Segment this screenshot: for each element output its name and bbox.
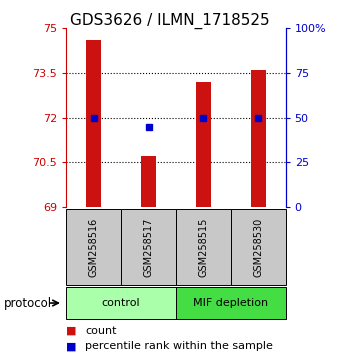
Text: protocol: protocol (3, 297, 52, 309)
Bar (86, 40, 101, 207)
Text: percentile rank within the sample: percentile rank within the sample (85, 341, 273, 351)
Text: GDS3626 / ILMN_1718525: GDS3626 / ILMN_1718525 (70, 12, 270, 29)
Text: ■: ■ (66, 326, 77, 336)
Text: count: count (85, 326, 117, 336)
Bar (251, 70, 266, 207)
Bar (196, 82, 211, 207)
Text: GSM258517: GSM258517 (143, 217, 154, 276)
Text: ■: ■ (66, 341, 77, 351)
Text: MIF depletion: MIF depletion (193, 298, 268, 308)
Text: GSM258530: GSM258530 (253, 217, 263, 276)
Text: control: control (102, 298, 140, 308)
Bar (141, 156, 156, 207)
Text: GSM258516: GSM258516 (89, 217, 99, 276)
Text: GSM258515: GSM258515 (198, 217, 208, 276)
